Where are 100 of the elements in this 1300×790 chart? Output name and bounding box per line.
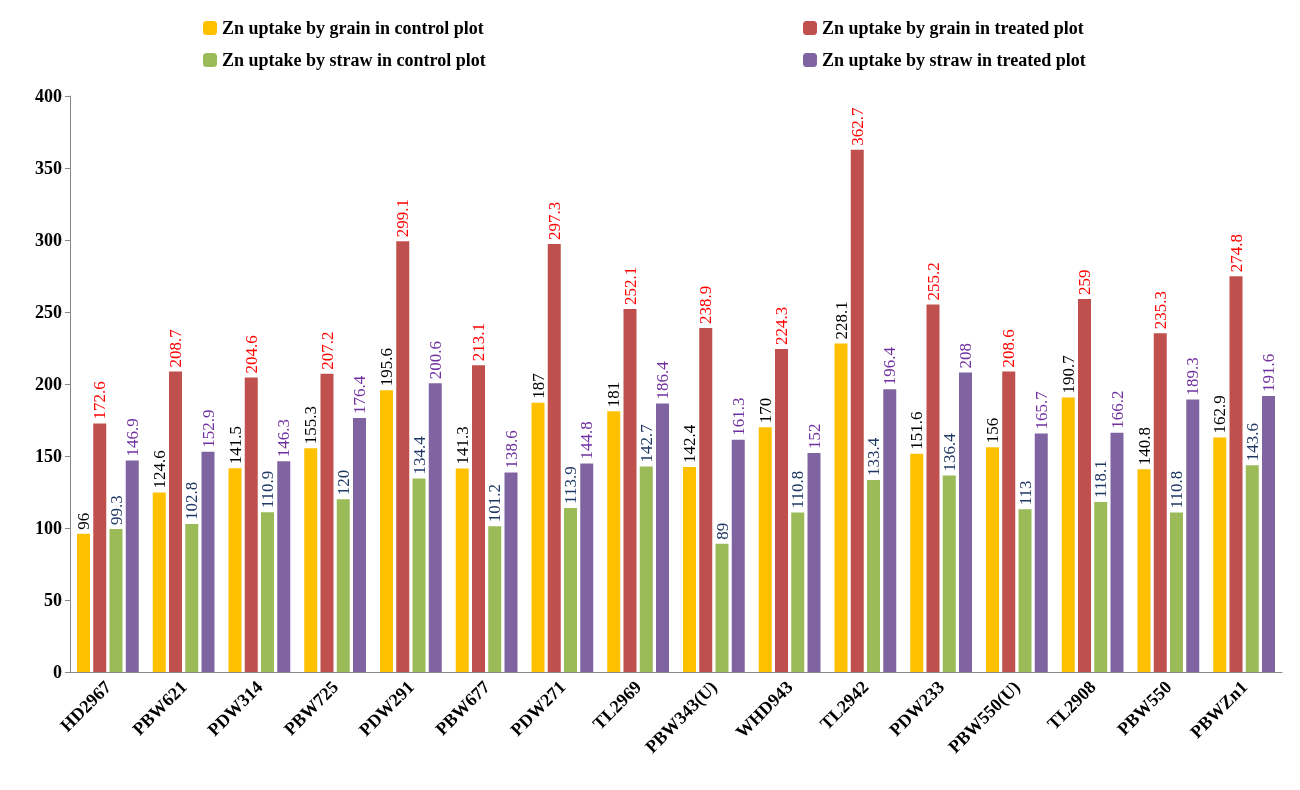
bar (731, 439, 745, 672)
data-label: 196.4 (880, 346, 900, 386)
bar (623, 308, 637, 672)
bar (353, 417, 366, 672)
bar (699, 327, 713, 672)
bar (77, 533, 90, 672)
data-label: 133.4 (864, 437, 883, 476)
data-label: 186.4 (653, 360, 672, 400)
data-label: 96 (74, 512, 93, 530)
data-label: 259 (1075, 269, 1094, 296)
data-label: 113 (1015, 480, 1035, 506)
bar (472, 365, 485, 672)
bar (1186, 399, 1200, 672)
bar (412, 478, 426, 672)
data-label: 138.6 (501, 430, 521, 469)
bar (336, 499, 350, 672)
data-label: 208.7 (166, 328, 185, 368)
bar (1078, 299, 1091, 672)
data-label: 235.3 (1150, 290, 1170, 330)
bar (758, 427, 772, 672)
y-tick-label: 50 (44, 590, 62, 610)
bar (715, 543, 729, 672)
bar (125, 460, 139, 672)
data-label: 124.6 (149, 450, 169, 489)
bar (244, 377, 258, 672)
bar (320, 373, 334, 672)
y-tick-label: 150 (35, 446, 62, 466)
data-label: 274.8 (1226, 234, 1246, 273)
data-label: 166.2 (1107, 390, 1127, 429)
bar (926, 304, 940, 672)
bar (1137, 469, 1151, 672)
bar (1002, 371, 1016, 672)
data-label: 143.6 (1242, 422, 1262, 462)
bar (304, 448, 318, 672)
data-label: 113.9 (561, 466, 580, 504)
bar (1094, 501, 1108, 672)
bar (428, 383, 442, 672)
data-label: 146.3 (274, 419, 294, 458)
bar (1245, 465, 1259, 672)
data-label: 161.3 (728, 397, 748, 436)
data-label: 156 (983, 417, 1002, 444)
y-tick-label: 400 (35, 86, 62, 106)
data-label: 140.8 (1134, 427, 1154, 466)
data-label: 207.2 (317, 331, 337, 370)
bar (683, 466, 696, 672)
bar (1262, 396, 1275, 672)
data-label: 152.9 (198, 409, 218, 448)
data-label: 208 (956, 342, 975, 369)
bar (488, 526, 502, 672)
data-label: 224.3 (772, 306, 791, 346)
data-label: 362.7 (847, 106, 867, 146)
bar (639, 466, 653, 672)
bar (201, 451, 215, 672)
y-tick-label: 300 (35, 230, 62, 250)
bar (850, 149, 864, 672)
data-label: 204.6 (241, 335, 261, 374)
bar (1153, 333, 1167, 672)
data-label: 187 (528, 372, 548, 399)
bar (109, 529, 123, 672)
data-label: 252.1 (620, 266, 640, 305)
bar (959, 372, 972, 672)
legend-label: Zn uptake by grain in control plot (222, 18, 484, 38)
bar (942, 475, 956, 672)
bar (910, 453, 924, 672)
data-label: 190.7 (1058, 354, 1078, 394)
y-tick-label: 350 (35, 158, 62, 178)
data-label: 172.6 (90, 381, 110, 420)
data-label: 200.6 (425, 340, 445, 380)
bar (531, 402, 545, 672)
data-label: 228.1 (831, 301, 851, 340)
data-label: 181 (604, 381, 624, 408)
data-label: 238.9 (696, 285, 716, 324)
data-label: 89 (712, 522, 732, 540)
bar (883, 389, 897, 672)
data-label: 162.9 (1210, 395, 1230, 434)
bar (277, 461, 291, 672)
bar (834, 343, 848, 672)
data-label: 255.2 (923, 262, 943, 301)
data-label: 208.6 (999, 329, 1019, 368)
data-label: 152 (804, 423, 824, 450)
data-label: 144.8 (577, 421, 597, 460)
bar (228, 468, 242, 672)
y-tick-label: 250 (35, 302, 62, 322)
data-label: 110.8 (1167, 470, 1186, 509)
bar (775, 349, 788, 672)
data-label: 118.1 (1091, 460, 1111, 498)
data-label: 110.8 (788, 470, 808, 509)
y-tick-label: 0 (53, 662, 62, 682)
data-label: 99.3 (106, 495, 126, 526)
bar (504, 472, 518, 672)
data-label: 141.5 (225, 425, 245, 465)
data-label: 136.4 (939, 432, 959, 472)
data-label: 120 (333, 469, 353, 496)
bar (455, 468, 469, 672)
legend-label: Zn uptake by grain in treated plot (822, 18, 1084, 38)
bar (185, 523, 199, 672)
bar (807, 453, 821, 672)
bar (93, 423, 107, 672)
bar (791, 512, 805, 672)
bar (380, 390, 393, 672)
